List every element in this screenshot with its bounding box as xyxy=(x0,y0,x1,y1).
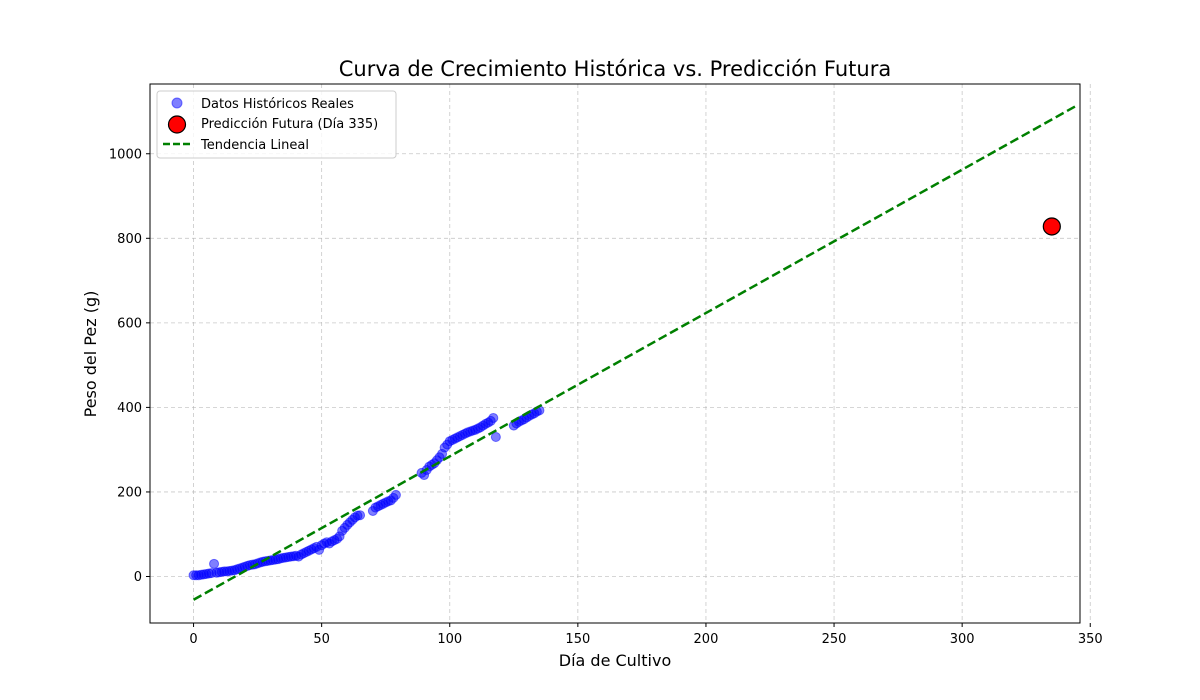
y-axis-label: Peso del Pez (g) xyxy=(81,291,100,418)
y-tick-label: 800 xyxy=(117,232,142,247)
y-tick-label: 400 xyxy=(117,401,142,416)
plot-frame xyxy=(149,83,1081,624)
x-tick-label: 100 xyxy=(437,632,462,647)
x-tick-label: 300 xyxy=(950,632,975,647)
x-tick-label: 150 xyxy=(565,632,590,647)
y-tick-label: 600 xyxy=(117,316,142,331)
historical-point xyxy=(390,489,401,500)
x-tick-label: 250 xyxy=(822,632,847,647)
historical-point xyxy=(488,412,499,423)
legend-label-trend: Tendencia Lineal xyxy=(200,138,309,153)
x-tick-label: 50 xyxy=(313,632,330,647)
legend-label-prediction: Predicción Futura (Día 335) xyxy=(201,117,378,132)
series-layer xyxy=(188,104,1079,601)
historical-point xyxy=(355,510,366,521)
chart-title: Curva de Crecimiento Histórica vs. Predi… xyxy=(339,57,891,81)
x-tick-label: 200 xyxy=(694,632,719,647)
historical-point xyxy=(209,558,220,569)
legend: Datos Históricos Reales Predicción Futur… xyxy=(156,90,397,159)
x-tick-label: 0 xyxy=(189,632,197,647)
legend-label-historical: Datos Históricos Reales xyxy=(201,97,354,112)
legend-box xyxy=(156,90,397,159)
x-axis-label: Día de Cultivo xyxy=(559,651,671,670)
prediction-point xyxy=(1042,217,1061,236)
series-historical xyxy=(188,405,545,581)
y-tick-label: 1000 xyxy=(109,147,142,162)
legend-marker-historical xyxy=(171,97,183,109)
plot-area xyxy=(150,84,1080,623)
y-tick-label: 0 xyxy=(134,570,142,585)
ticks: 0 50 100 150 200 250 300 350 0 200 400 600 800 1000 xyxy=(109,147,1103,647)
historical-point xyxy=(490,431,501,442)
x-tick-label: 350 xyxy=(1078,632,1103,647)
y-tick-label: 200 xyxy=(117,485,142,500)
legend-marker-prediction xyxy=(167,115,187,134)
